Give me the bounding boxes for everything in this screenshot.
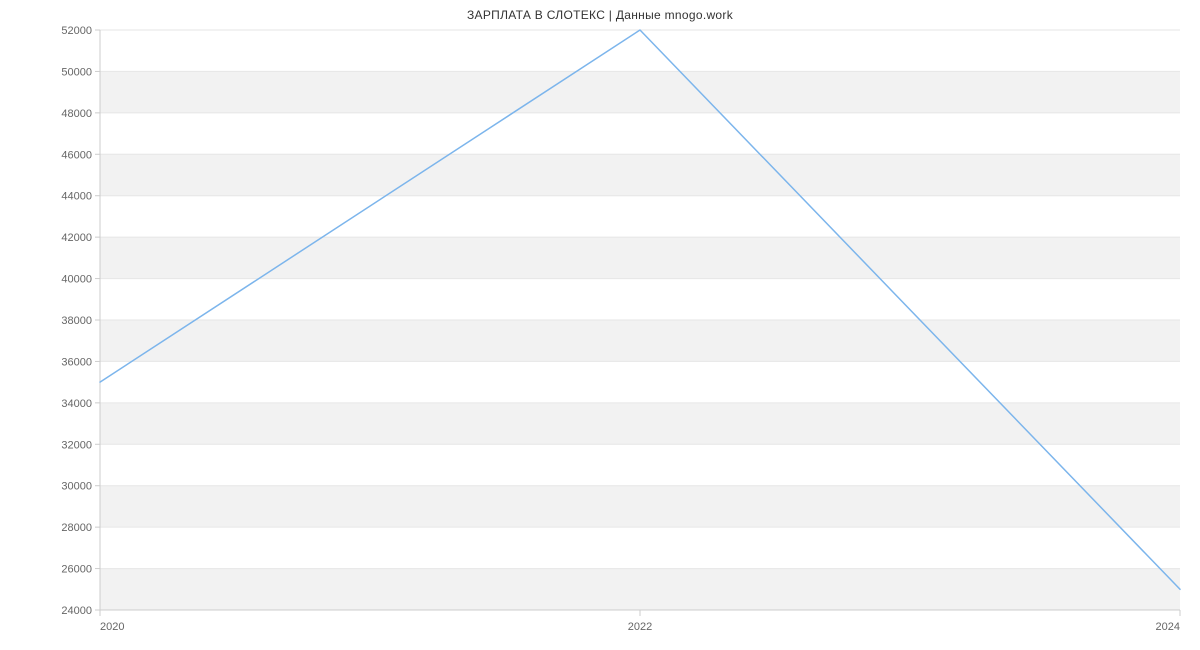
- svg-text:50000: 50000: [61, 66, 92, 78]
- svg-text:52000: 52000: [61, 25, 92, 37]
- svg-text:46000: 46000: [61, 149, 92, 161]
- svg-text:32000: 32000: [61, 439, 92, 451]
- svg-text:30000: 30000: [61, 481, 92, 493]
- svg-text:38000: 38000: [61, 315, 92, 327]
- svg-text:2020: 2020: [100, 621, 124, 633]
- chart-svg: 24000 26000 28000 30000 32000 34000 36000 38000…: [0, 0, 1200, 650]
- svg-text:36000: 36000: [61, 356, 92, 368]
- svg-text:24000: 24000: [61, 605, 92, 617]
- svg-text:2022: 2022: [628, 621, 652, 633]
- svg-text:34000: 34000: [61, 398, 92, 410]
- svg-text:28000: 28000: [61, 522, 92, 534]
- salary-line-chart: ЗАРПЛАТА В СЛОТЕКС | Данные mnogo.work 2…: [0, 0, 1200, 650]
- svg-text:26000: 26000: [61, 564, 92, 576]
- svg-text:48000: 48000: [61, 108, 92, 120]
- svg-text:44000: 44000: [61, 191, 92, 203]
- svg-text:2024: 2024: [1156, 621, 1180, 633]
- svg-text:40000: 40000: [61, 274, 92, 286]
- svg-text:42000: 42000: [61, 232, 92, 244]
